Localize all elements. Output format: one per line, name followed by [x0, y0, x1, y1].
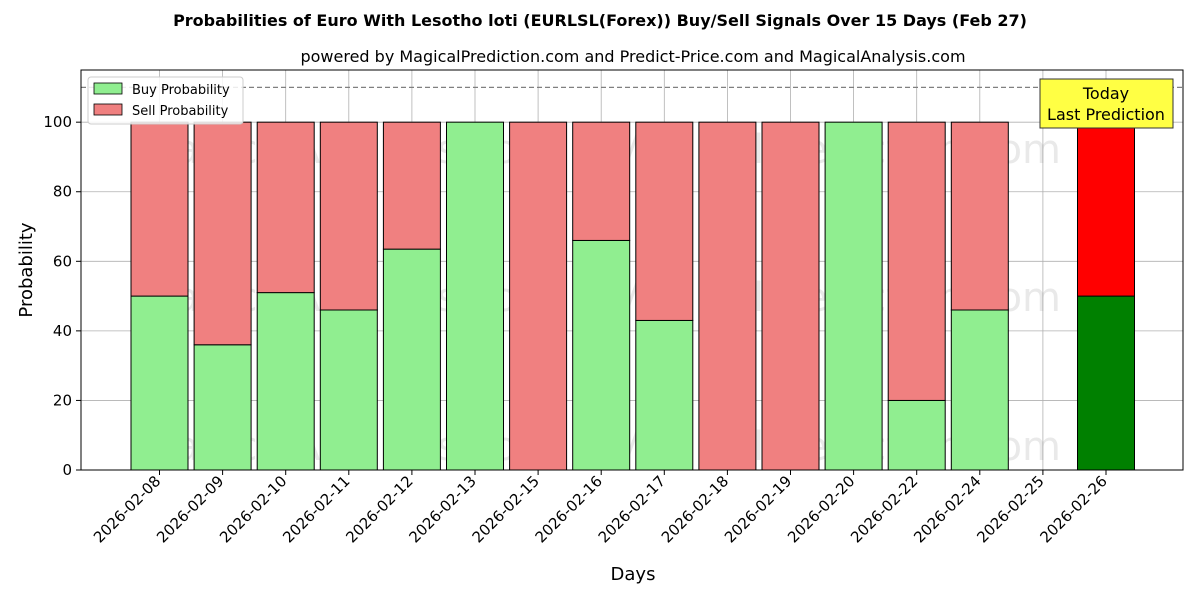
- bar-buy-2026-02-10: [256, 292, 315, 471]
- bar-sell-2026-02-18: [698, 121, 757, 471]
- bar-sell-2026-02-22: [887, 121, 946, 401]
- x-tick-label: 2026-02-17: [595, 472, 669, 546]
- y-axis: 0 20 40 60 80 100: [43, 113, 81, 479]
- bar-buy-2026-02-11: [319, 309, 378, 471]
- y-axis-label: Probability: [16, 222, 37, 317]
- bar-buy-2026-02-17: [635, 319, 694, 471]
- chart-subtitle: powered by MagicalPrediction.com and Pre…: [300, 47, 965, 66]
- legend-swatch-buy: [93, 82, 123, 95]
- x-axis-label: Days: [611, 564, 656, 585]
- x-tick-label: 2026-02-16: [532, 472, 606, 546]
- x-tick-label: 2026-02-09: [153, 472, 227, 546]
- y-tick-label: 100: [43, 113, 72, 131]
- bar-buy-2026-02-20: [824, 121, 883, 471]
- plot-frame: [80, 69, 1184, 471]
- bar-sell-2026-02-17: [635, 121, 694, 321]
- annotation-line-1: Today: [1082, 84, 1129, 103]
- legend-label-sell: Sell Probability: [132, 104, 229, 119]
- bar-buy-2026-02-26: [1077, 295, 1135, 471]
- legend: Buy Probability Sell Probability: [87, 76, 244, 125]
- bar-buy-2026-02-22: [887, 399, 946, 471]
- x-tick-label: 2026-02-26: [1036, 472, 1110, 546]
- x-tick-label: 2026-02-19: [721, 472, 795, 546]
- today-annotation: Today Last Prediction: [1039, 78, 1174, 129]
- bar-sell-2026-02-19: [761, 121, 820, 471]
- legend-box: [87, 76, 244, 125]
- bar-buy-2026-02-24: [950, 309, 1009, 471]
- x-tick-label: 2026-02-24: [910, 472, 984, 546]
- y-tick-label: 80: [53, 183, 72, 201]
- x-tick-label: 2026-02-10: [216, 472, 290, 546]
- bar-buy-2026-02-12: [382, 248, 441, 471]
- bar-buy-2026-02-16: [572, 239, 631, 471]
- y-tick-label: 20: [53, 391, 72, 409]
- bar-sell-2026-02-16: [572, 121, 631, 241]
- bar-sell-2026-02-10: [256, 121, 315, 294]
- bar-sell-2026-02-15: [509, 121, 568, 471]
- legend-label-buy: Buy Probability: [132, 83, 230, 98]
- x-tick-label: 2026-02-08: [90, 472, 164, 546]
- x-tick-label: 2026-02-12: [342, 472, 416, 546]
- x-axis: 2026-02-082026-02-092026-02-102026-02-11…: [90, 470, 1111, 546]
- bar-sell-2026-02-11: [319, 121, 378, 311]
- x-tick-label: 2026-02-22: [847, 472, 921, 546]
- y-tick-label: 60: [53, 252, 72, 270]
- y-tick-label: 40: [53, 322, 72, 340]
- x-tick-label: 2026-02-20: [784, 472, 858, 546]
- bar-sell-2026-02-08: [130, 121, 189, 297]
- chart-title: Probabilities of Euro With Lesotho loti …: [173, 11, 1027, 30]
- bar-sell-2026-02-24: [950, 121, 1009, 311]
- x-tick-label: 2026-02-11: [279, 472, 353, 546]
- bar-sell-2026-02-26: [1077, 121, 1135, 297]
- bar-sell-2026-02-12: [382, 121, 441, 250]
- bar-buy-2026-02-13: [446, 121, 504, 471]
- x-tick-label: 2026-02-25: [973, 472, 1047, 546]
- y-tick-label: 0: [62, 461, 72, 479]
- annotation-line-2: Last Prediction: [1047, 105, 1165, 124]
- annotation-box: [1039, 78, 1174, 129]
- bars-layer: [130, 121, 1135, 471]
- x-tick-label: 2026-02-18: [658, 472, 732, 546]
- bar-buy-2026-02-08: [130, 295, 189, 471]
- legend-swatch-sell: [93, 103, 123, 116]
- bar-sell-2026-02-09: [193, 121, 252, 346]
- x-tick-label: 2026-02-13: [405, 472, 479, 546]
- bar-buy-2026-02-09: [193, 344, 252, 471]
- x-tick-label: 2026-02-15: [469, 472, 543, 546]
